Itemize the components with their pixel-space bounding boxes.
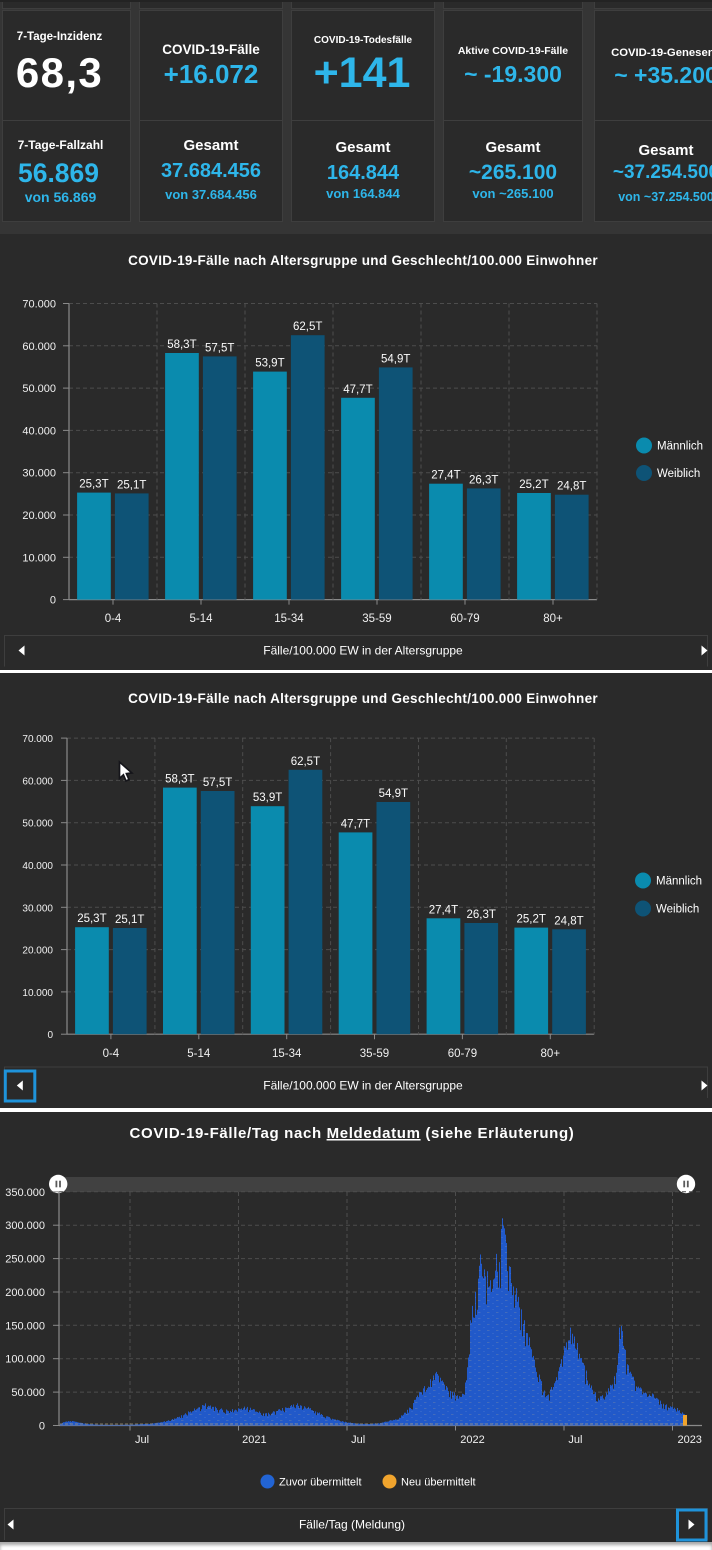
svg-text:53,9T: 53,9T xyxy=(255,358,284,370)
svg-text:Fälle/100.000 EW in der Alters: Fälle/100.000 EW in der Altersgruppe xyxy=(263,644,463,658)
svg-text:250.000: 250.000 xyxy=(5,1253,45,1265)
svg-text:35-59: 35-59 xyxy=(362,613,391,625)
svg-text:200.000: 200.000 xyxy=(5,1287,45,1299)
svg-text:80+: 80+ xyxy=(541,1048,561,1060)
svg-text:Zuvor übermittelt: Zuvor übermittelt xyxy=(279,1476,362,1488)
svg-text:57,5T: 57,5T xyxy=(203,777,232,789)
svg-text:58,3T: 58,3T xyxy=(167,339,196,351)
svg-text:350.000: 350.000 xyxy=(5,1186,45,1198)
svg-text:25,2T: 25,2T xyxy=(519,479,548,491)
svg-text:COVID-19-Fälle/Tag nach Melded: COVID-19-Fälle/Tag nach Meldedatum (sieh… xyxy=(130,1125,575,1142)
svg-text:Weiblich: Weiblich xyxy=(657,468,700,480)
svg-text:Fälle/Tag (Meldung): Fälle/Tag (Meldung) xyxy=(299,1517,405,1531)
svg-text:50.000: 50.000 xyxy=(22,383,56,395)
svg-text:40.000: 40.000 xyxy=(22,425,56,437)
svg-text:Jul: Jul xyxy=(351,1434,365,1446)
svg-text:50.000: 50.000 xyxy=(22,818,53,829)
svg-text:62,5T: 62,5T xyxy=(291,755,320,767)
svg-text:2022: 2022 xyxy=(460,1434,484,1446)
svg-text:54,9T: 54,9T xyxy=(379,788,408,800)
svg-text:60.000: 60.000 xyxy=(22,776,53,787)
svg-text:15-34: 15-34 xyxy=(272,1048,302,1060)
svg-text:0: 0 xyxy=(39,1420,45,1432)
svg-text:47,7T: 47,7T xyxy=(341,818,370,830)
svg-text:27,4T: 27,4T xyxy=(431,470,460,482)
svg-text:53,9T: 53,9T xyxy=(253,792,282,804)
svg-text:24,8T: 24,8T xyxy=(557,481,586,493)
svg-text:24,8T: 24,8T xyxy=(554,915,583,927)
svg-text:10.000: 10.000 xyxy=(22,987,53,998)
svg-text:70.000: 70.000 xyxy=(22,734,53,745)
svg-text:60-79: 60-79 xyxy=(450,613,479,625)
svg-text:47,7T: 47,7T xyxy=(343,384,372,396)
svg-text:80+: 80+ xyxy=(543,613,563,625)
svg-text:Jul: Jul xyxy=(568,1434,582,1446)
svg-text:15-34: 15-34 xyxy=(274,613,304,625)
svg-text:54,9T: 54,9T xyxy=(381,353,410,365)
svg-text:30.000: 30.000 xyxy=(22,903,53,914)
svg-text:26,3T: 26,3T xyxy=(466,909,495,921)
svg-text:25,1T: 25,1T xyxy=(117,479,146,491)
svg-text:60-79: 60-79 xyxy=(448,1048,477,1060)
svg-text:COVID-19-Fälle nach Altersgrup: COVID-19-Fälle nach Altersgruppe und Ges… xyxy=(128,691,598,706)
svg-text:Fälle/100.000 EW in der Alters: Fälle/100.000 EW in der Altersgruppe xyxy=(263,1078,463,1092)
svg-text:20.000: 20.000 xyxy=(22,945,53,956)
svg-text:57,5T: 57,5T xyxy=(205,342,234,354)
svg-text:2023: 2023 xyxy=(677,1434,701,1446)
svg-text:300.000: 300.000 xyxy=(5,1220,45,1232)
svg-text:COVID-19-Fälle nach Altersgrup: COVID-19-Fälle nach Altersgruppe und Ges… xyxy=(128,253,598,268)
svg-text:26,3T: 26,3T xyxy=(469,474,498,486)
svg-text:0-4: 0-4 xyxy=(103,1048,120,1060)
svg-text:0-4: 0-4 xyxy=(105,613,122,625)
svg-text:20.000: 20.000 xyxy=(22,510,56,522)
svg-text:0: 0 xyxy=(50,595,56,607)
svg-text:Neu übermittelt: Neu übermittelt xyxy=(401,1476,476,1488)
svg-text:60.000: 60.000 xyxy=(22,341,56,353)
svg-text:62,5T: 62,5T xyxy=(293,321,322,333)
svg-text:Männlich: Männlich xyxy=(657,441,703,453)
svg-text:50.000: 50.000 xyxy=(11,1387,45,1399)
svg-text:25,3T: 25,3T xyxy=(79,479,108,491)
svg-text:35-59: 35-59 xyxy=(360,1048,389,1060)
svg-text:5-14: 5-14 xyxy=(189,613,213,625)
svg-text:25,1T: 25,1T xyxy=(115,914,144,926)
svg-text:2021: 2021 xyxy=(242,1434,266,1446)
svg-text:25,2T: 25,2T xyxy=(516,913,545,925)
svg-text:Weiblich: Weiblich xyxy=(656,903,699,915)
svg-text:10.000: 10.000 xyxy=(22,552,56,564)
svg-text:0: 0 xyxy=(47,1030,53,1041)
svg-text:40.000: 40.000 xyxy=(22,861,53,872)
svg-text:70.000: 70.000 xyxy=(22,299,56,311)
svg-text:100.000: 100.000 xyxy=(5,1353,45,1365)
svg-text:27,4T: 27,4T xyxy=(429,904,458,916)
svg-text:30.000: 30.000 xyxy=(22,468,56,480)
svg-text:5-14: 5-14 xyxy=(187,1048,211,1060)
svg-text:Jul: Jul xyxy=(135,1434,149,1446)
svg-text:58,3T: 58,3T xyxy=(165,773,194,785)
svg-text:25,3T: 25,3T xyxy=(77,913,106,925)
svg-text:150.000: 150.000 xyxy=(5,1320,45,1332)
svg-text:Männlich: Männlich xyxy=(656,875,702,887)
